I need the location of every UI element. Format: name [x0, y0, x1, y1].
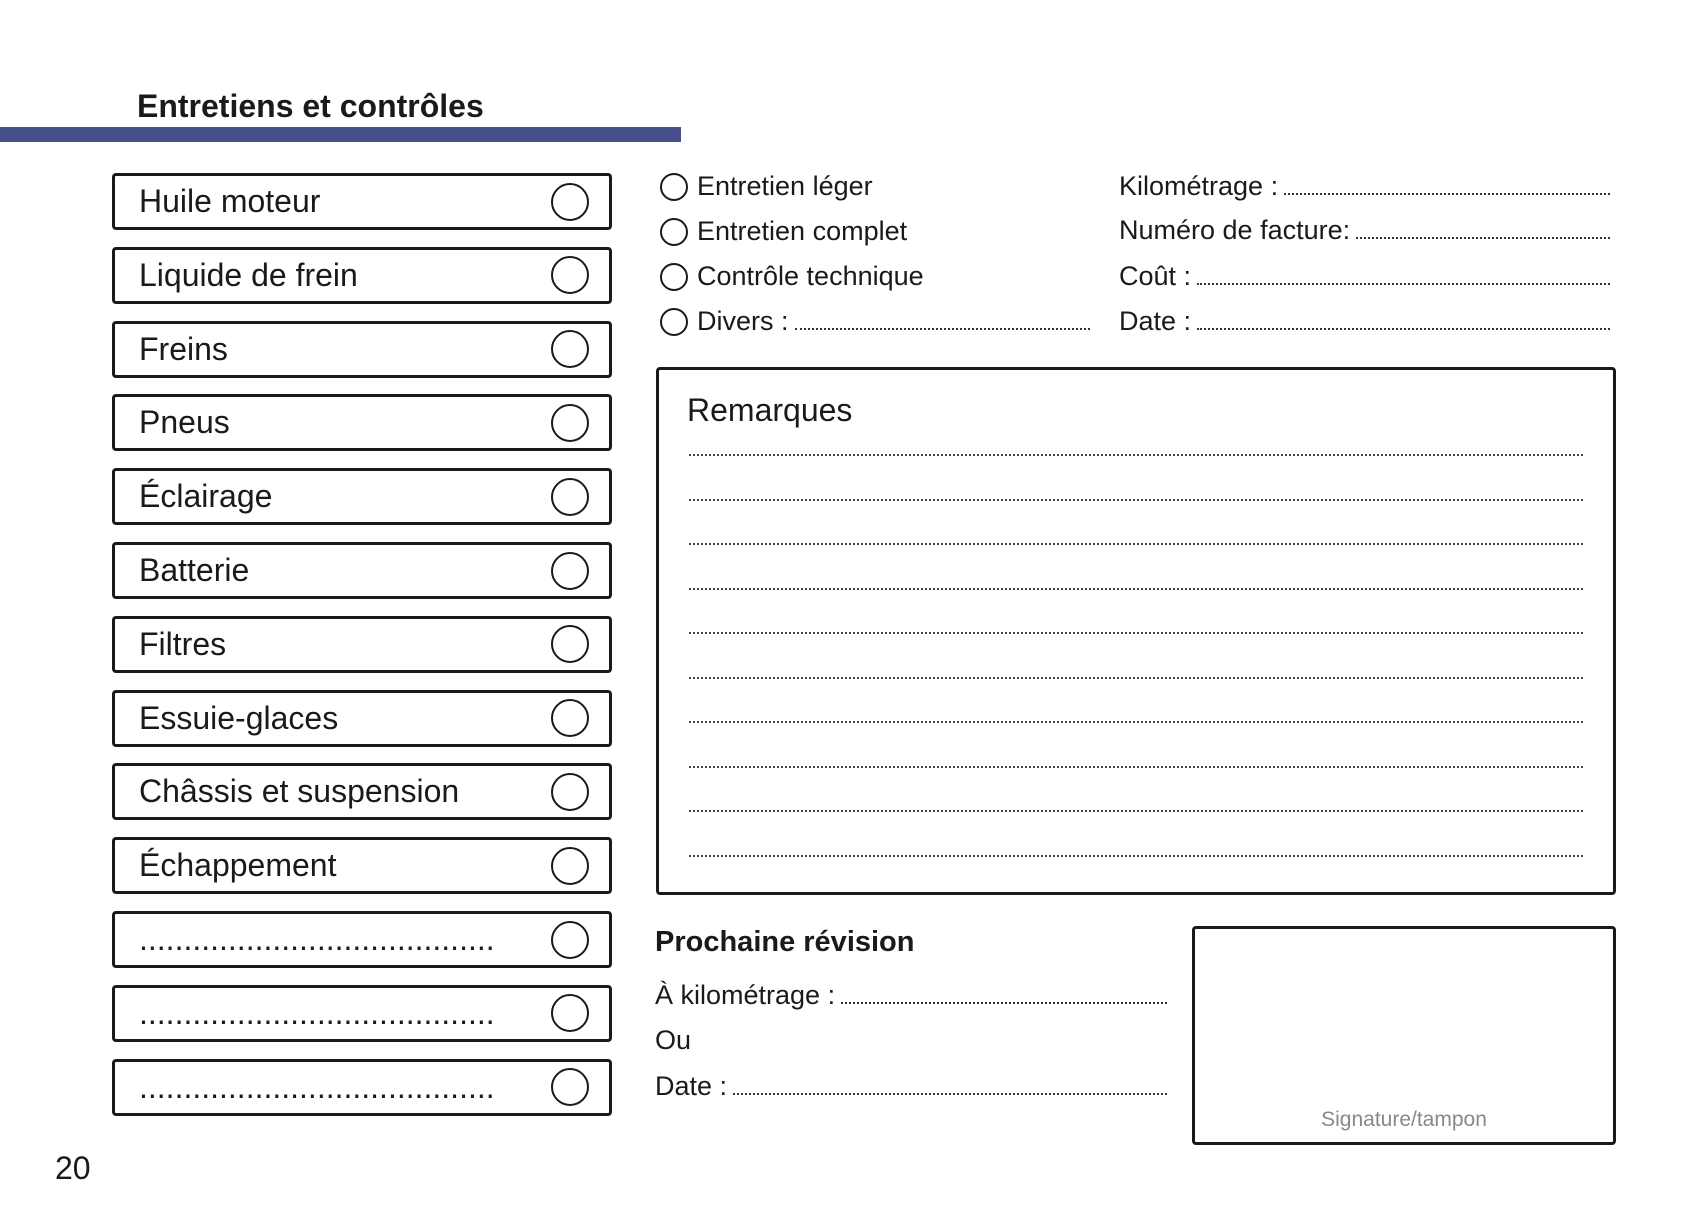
page-number: 20: [55, 1150, 91, 1186]
checklist-item[interactable]: Filtres: [112, 615, 612, 673]
checklist-item-label: ........................................: [139, 994, 495, 1031]
option-entretien-complet[interactable]: Entretien complet: [660, 216, 907, 247]
next-date-field[interactable]: Date :: [655, 1071, 1167, 1102]
checklist-item-label: Échappement: [139, 847, 337, 884]
next-service-title: Prochaine révision: [655, 926, 915, 958]
checklist-item[interactable]: ........................................: [112, 984, 612, 1042]
invoice-label: Numéro de facture:: [1119, 215, 1351, 245]
checklist-item[interactable]: Échappement: [112, 837, 612, 895]
checklist-item[interactable]: Éclairage: [112, 468, 612, 526]
date-input-line[interactable]: [1197, 328, 1610, 330]
checklist-item-label: ........................................: [139, 921, 495, 957]
mileage-input-line[interactable]: [1284, 193, 1610, 195]
checklist-item[interactable]: ........................................: [112, 911, 612, 968]
checklist-item-label: Pneus: [139, 404, 230, 441]
next-date-input-line[interactable]: [733, 1093, 1167, 1095]
checklist-item[interactable]: ........................................: [112, 1058, 612, 1116]
option-entretien-leger[interactable]: Entretien léger: [660, 171, 873, 202]
option-label: Contrôle technique: [697, 261, 924, 291]
checklist-item[interactable]: Batterie: [112, 542, 612, 599]
or-label: Ou: [655, 1025, 1167, 1056]
radio-circle-icon[interactable]: [660, 262, 688, 291]
checklist-item-label: Freins: [139, 330, 228, 367]
checklist-item[interactable]: Châssis et suspension: [112, 763, 612, 821]
option-controle-technique[interactable]: Contrôle technique: [660, 261, 924, 292]
next-mileage-input-line[interactable]: [841, 1002, 1167, 1004]
radio-circle-icon[interactable]: [660, 217, 688, 246]
signature-label: Signature/tampon: [1321, 1108, 1487, 1131]
radio-circle-icon[interactable]: [660, 172, 688, 201]
checkbox-circle-icon[interactable]: [551, 772, 589, 811]
checklist-item-label: Essuie-glaces: [139, 699, 339, 736]
option-label: Entretien complet: [697, 216, 908, 246]
remarks-line[interactable]: [689, 498, 1583, 501]
cost-label: Coût :: [1119, 261, 1192, 291]
checkbox-circle-icon[interactable]: [551, 330, 589, 369]
cost-field[interactable]: Coût :: [1119, 261, 1610, 292]
invoice-field[interactable]: Numéro de facture:: [1119, 215, 1610, 246]
checklist-item-label: Batterie: [139, 552, 250, 588]
checklist-item-label: Huile moteur: [139, 183, 321, 219]
date-label: Date :: [1119, 306, 1192, 336]
checkbox-circle-icon[interactable]: [551, 920, 589, 959]
checkbox-circle-icon[interactable]: [551, 551, 589, 590]
checkbox-circle-icon[interactable]: [551, 846, 589, 885]
option-label: Divers :: [697, 306, 789, 336]
next-mileage-field[interactable]: À kilométrage :: [655, 980, 1167, 1011]
checklist-item-label: Liquide de frein: [139, 256, 358, 293]
checkbox-circle-icon[interactable]: [551, 994, 589, 1033]
checkbox-circle-icon[interactable]: [551, 256, 589, 295]
checkbox-circle-icon[interactable]: [551, 699, 589, 738]
checklist-item-label: Filtres: [139, 625, 227, 662]
cost-input-line[interactable]: [1197, 283, 1610, 285]
remarks-line[interactable]: [689, 587, 1583, 590]
header-accent-bar: [0, 127, 681, 142]
invoice-input-line[interactable]: [1356, 237, 1610, 239]
remarks-line[interactable]: [689, 543, 1583, 545]
date-field[interactable]: Date :: [1119, 306, 1610, 337]
or-text: Ou: [655, 1025, 692, 1055]
remarks-line[interactable]: [689, 632, 1583, 634]
checkbox-circle-icon[interactable]: [551, 403, 589, 442]
remarks-line[interactable]: [689, 454, 1583, 456]
checkbox-circle-icon[interactable]: [551, 625, 589, 664]
checklist-item[interactable]: Pneus: [112, 394, 612, 452]
remarks-box[interactable]: Remarques: [656, 367, 1616, 895]
remarks-title: Remarques: [687, 392, 853, 428]
divers-input-line[interactable]: [794, 328, 1090, 330]
next-mileage-label: À kilométrage :: [655, 980, 836, 1010]
checklist-item-label: Châssis et suspension: [139, 773, 460, 810]
radio-circle-icon[interactable]: [660, 307, 688, 336]
next-date-label: Date :: [655, 1071, 728, 1101]
checkbox-circle-icon[interactable]: [551, 1068, 589, 1107]
mileage-label: Kilométrage :: [1119, 171, 1279, 201]
option-divers[interactable]: Divers :: [660, 306, 1090, 337]
checklist-item[interactable]: Liquide de frein: [112, 246, 612, 304]
checkbox-circle-icon[interactable]: [551, 182, 589, 221]
checklist-item[interactable]: Huile moteur: [112, 173, 612, 230]
remarks-line[interactable]: [689, 676, 1583, 679]
remarks-line[interactable]: [689, 765, 1583, 768]
remarks-line[interactable]: [689, 810, 1583, 812]
page-title: Entretiens et contrôles: [137, 88, 484, 124]
option-label: Entretien léger: [697, 171, 873, 201]
mileage-field[interactable]: Kilométrage :: [1119, 171, 1610, 202]
remarks-line[interactable]: [689, 721, 1583, 723]
signature-box[interactable]: Signature/tampon: [1192, 926, 1616, 1145]
remarks-line[interactable]: [689, 854, 1583, 857]
checklist-item[interactable]: Freins: [112, 320, 612, 378]
checklist-item-label: Éclairage: [139, 478, 273, 515]
checklist-item-label: ........................................: [139, 1068, 495, 1105]
checklist-item[interactable]: Essuie-glaces: [112, 689, 612, 747]
checkbox-circle-icon[interactable]: [551, 477, 589, 516]
